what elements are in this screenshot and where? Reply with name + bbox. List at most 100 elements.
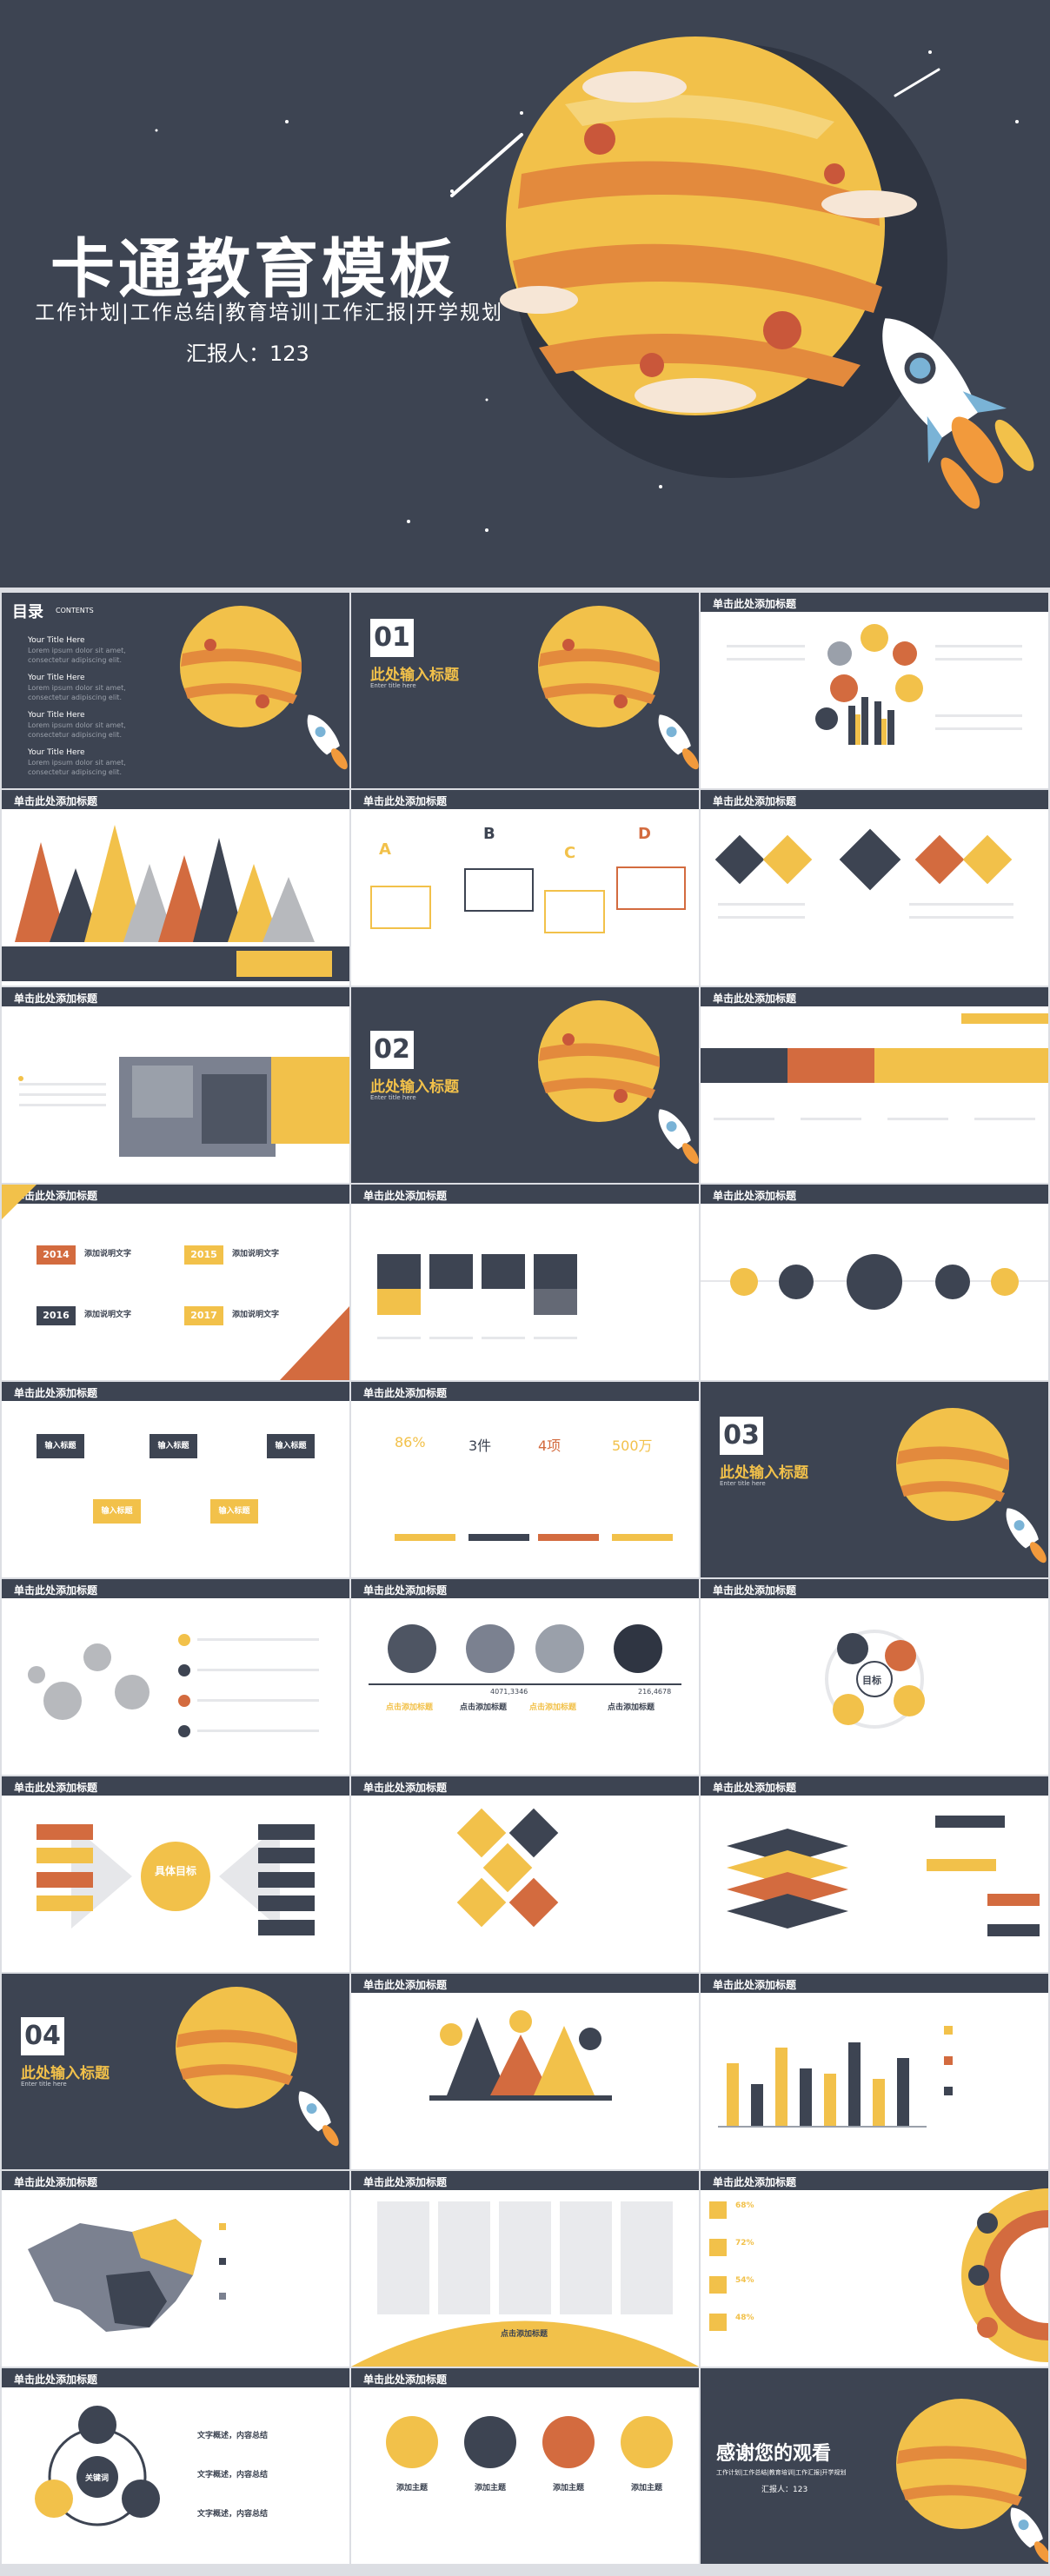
click-label: 点击添加标题 (460, 1703, 508, 1712)
slide-title: 单击此处添加标题 (14, 1387, 98, 1399)
hero-title: 卡通教育模板 (50, 232, 457, 307)
balloons-chart (727, 624, 1022, 745)
slide-table[interactable]: 单击此处添加标题 点击添加标题 (351, 2171, 699, 2367)
slide-title: 单击此处添加标题 (363, 1387, 448, 1399)
pct-value: 68% (735, 2201, 754, 2210)
year-label: 添加说明文字 (84, 1250, 132, 1258)
bar-chart (718, 2026, 953, 2128)
legend-swatch (944, 2056, 953, 2065)
stat-bars (395, 1534, 673, 1541)
toc-item-title: Your Title Here (28, 711, 85, 720)
slide-section-03[interactable]: 03 此处输入标题 Enter title here (701, 1382, 1048, 1577)
step-label: 输入标题 (93, 1499, 141, 1524)
photo-circles (369, 1624, 681, 1685)
slide-title: 单击此处添加标题 (363, 1979, 448, 1991)
slide-location-pins[interactable]: 单击此处添加标题 (2, 1579, 349, 1775)
slide-title: 单击此处添加标题 (713, 1979, 797, 1991)
toc-item-desc: Lorem ipsum dolor sit amet, consectetur … (28, 647, 126, 664)
slide-diamonds[interactable]: 单击此处添加标题 (701, 790, 1048, 986)
slide-layers[interactable]: 单击此处添加标题 (701, 1776, 1048, 1972)
toc-heading: 目录 (12, 603, 43, 621)
section-title: 此处输入标题 (21, 2065, 110, 2082)
section-number: 02 (370, 1031, 414, 1069)
slide-globe[interactable]: 单击此处添加标题 (701, 1185, 1048, 1380)
slide-title: 单击此处添加标题 (363, 2374, 448, 2386)
chart-bar (873, 2079, 885, 2126)
pct-value: 54% (735, 2276, 754, 2285)
slide-percent-list[interactable]: 单击此处添加标题 68% 72% 54% 48% (701, 2171, 1048, 2367)
slide-title: 单击此处添加标题 (14, 2176, 98, 2188)
year-decor (2, 1185, 349, 1380)
stat-value: 500万 (612, 1437, 653, 1454)
slide-bar-chart[interactable]: 单击此处添加标题 (701, 1974, 1048, 2169)
toc-list: Your Title Here Lorem ipsum dolor sit ame… (28, 636, 150, 777)
toc-heading-en: CONTENTS (56, 607, 94, 614)
photo-collage (18, 1057, 349, 1157)
slide-content[interactable]: 单击此处添加标题 (2, 790, 349, 986)
slide-section-02[interactable]: 02 此处输入标题 Enter title here (351, 987, 699, 1183)
slide-title: 单击此处添加标题 (363, 1190, 448, 1202)
list-marker (709, 2239, 727, 2256)
year-badge: 2015 (184, 1245, 223, 1265)
step-a: A (379, 840, 391, 859)
slide-stats[interactable]: 单击此处添加标题 86% 3件 4项 500万 (351, 1382, 699, 1577)
slide-peaks[interactable]: 单击此处添加标题 (351, 1974, 699, 2169)
hero-subtitle: 工作计划|工作总结|教育培训|工作汇报|开学规划 (35, 302, 503, 324)
slide-abcd[interactable]: 单击此处添加标题 A B C D (351, 790, 699, 986)
slide-arrow-steps[interactable]: 单击此处添加标题 (701, 987, 1048, 1183)
arrow-steps (701, 1013, 1048, 1120)
slide-content[interactable]: 单击此处添加标题 (701, 593, 1048, 788)
slide-title: 单击此处添加标题 (713, 795, 797, 807)
slide-themes[interactable]: 单击此处添加标题 添加主题 添加主题 添加主题 添加主题 (351, 2368, 699, 2564)
china-map (28, 2219, 226, 2332)
icon-cards (377, 1254, 577, 1339)
thanks-reporter: 汇报人：123 (761, 2486, 808, 2494)
planet-icon (180, 606, 348, 770)
slide-years[interactable]: 单击此处添加标题 2014 2015 2016 2017 添加说明文字 添加说明… (2, 1185, 349, 1380)
section-en: Enter title here (370, 682, 416, 689)
slide-section-04[interactable]: 04 此处输入标题 Enter title here (2, 1974, 349, 2169)
slide-icon-cards[interactable]: 单击此处添加标题 (351, 1185, 699, 1380)
theme-icons (386, 2416, 673, 2468)
list-marker (709, 2314, 727, 2331)
planet-icon (538, 606, 699, 770)
section-title: 此处输入标题 (720, 1464, 808, 1482)
slide-goal-targets[interactable]: 单击此处添加标题 具体目标 (2, 1776, 349, 1972)
slide-content[interactable]: 单击此处添加标题 (2, 987, 349, 1183)
list-marker (709, 2276, 727, 2294)
section-number: 03 (720, 1417, 763, 1455)
hero-reporter: 汇报人：123 (186, 342, 309, 366)
step-box (544, 890, 605, 933)
cycle-diagram (825, 1630, 925, 1729)
thanks-title: 感谢您的观看 (716, 2443, 832, 2465)
goal-label: 目标 (862, 1675, 881, 1686)
slide-goal-cycle[interactable]: 单击此处添加标题 目标 (701, 1579, 1048, 1775)
slide-diamond-grid[interactable]: 单击此处添加标题 (351, 1776, 699, 1972)
step-box (370, 886, 431, 929)
click-label: 点击添加标题 (529, 1703, 577, 1712)
step-b: B (483, 825, 495, 843)
slide-input-title[interactable]: 单击此处添加标题 输入标题 输入标题 输入标题 输入标题 输入标题 (2, 1382, 349, 1577)
chart-bar (897, 2058, 909, 2126)
chart-bar (751, 2084, 763, 2126)
slide-toc[interactable]: 目录 CONTENTS Your Title Here Lorem ipsum d… (2, 593, 349, 788)
ring-decor (961, 2188, 1048, 2362)
goal-center: 具体目标 (154, 1865, 196, 1877)
stat-value: 86% (395, 1434, 426, 1451)
slide-photo-circles[interactable]: 单击此处添加标题 4071,3346 216,4678 点击添加标题 点击添加标… (351, 1579, 699, 1775)
slide-title: 单击此处添加标题 (14, 1190, 98, 1202)
slide-title: 单击此处添加标题 (713, 1190, 797, 1202)
keyword-center: 关键词 (85, 2474, 110, 2483)
layer-stack (727, 1816, 1040, 1936)
slide-thanks[interactable]: 感谢您的观看 工作计划|工作总结|教育培训|工作汇报|开学规划 汇报人：123 (701, 2368, 1048, 2564)
stat-value: 3件 (469, 1437, 492, 1454)
slide-keywords[interactable]: 单击此处添加标题 关键词 文字概述，内容总结 文字概述，内容总结 文字概述，内容… (2, 2368, 349, 2564)
slide-section-01[interactable]: 01 此处输入标题 Enter title here (351, 593, 699, 788)
planet-icon (176, 1987, 339, 2147)
chart-axis (718, 2126, 927, 2128)
slide-title: 单击此处添加标题 (713, 2176, 797, 2188)
pct-value: 72% (735, 2239, 754, 2247)
slide-title: 单击此处添加标题 (363, 795, 448, 807)
slide-map[interactable]: 单击此处添加标题 (2, 2171, 349, 2367)
pct-value: 48% (735, 2314, 754, 2322)
